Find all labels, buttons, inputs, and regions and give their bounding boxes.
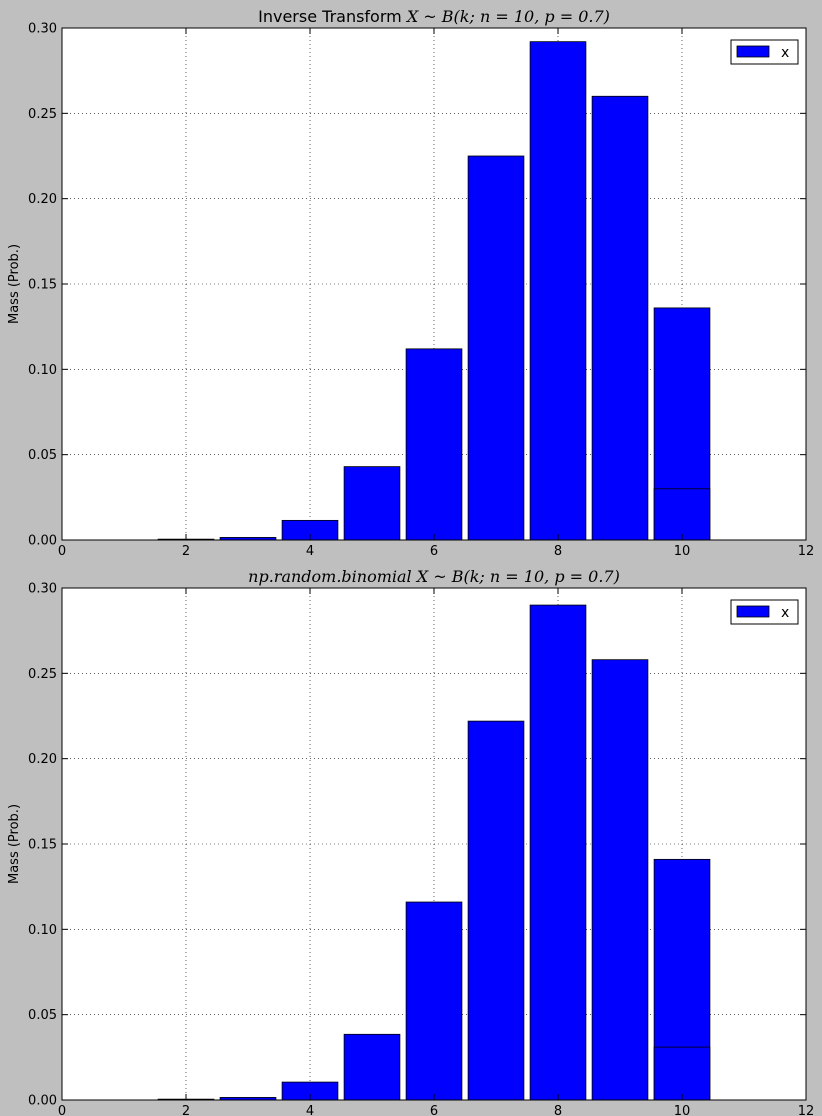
- bar: [591, 95, 649, 541]
- bar: [343, 466, 401, 541]
- x-tick-label: 2: [182, 1104, 190, 1116]
- y-axis-label: Mass (Prob.): [7, 804, 22, 884]
- subplot-np-random-binomial: 0 2 4 6 8 10 12 0.00 0.05 0.10 0.15 0.20 0.25 0.30 Mas…: [7, 567, 814, 1116]
- y-tick-label: 0.25: [28, 667, 57, 682]
- x-tick-label: 12: [798, 1104, 815, 1116]
- y-tick-label: 0.00: [28, 534, 57, 549]
- chart-title: np.random.binomial X ~ B(k; n = 10, p = …: [248, 567, 620, 586]
- chart-title-text: Inverse Transform: [258, 7, 407, 26]
- bar: [405, 348, 463, 541]
- y-tick-label: 0.25: [28, 107, 57, 122]
- chart-title: Inverse Transform X ~ B(k; n = 10, p = 0…: [258, 7, 610, 26]
- y-tick-label: 0.15: [28, 278, 57, 293]
- x-tick-label: 8: [554, 1104, 562, 1116]
- chart-title-text: np.random.binomial: [248, 567, 417, 586]
- y-tick-label: 0.10: [28, 923, 57, 938]
- bar: [405, 901, 463, 1101]
- bar: [529, 604, 587, 1101]
- chart-title-math: X ~ B(k; n = 10, p = 0.7): [405, 7, 610, 26]
- y-tick-label: 0.00: [28, 1094, 57, 1109]
- x-tick-label: 10: [674, 544, 691, 559]
- y-tick-label: 0.30: [28, 582, 57, 597]
- bar: [653, 488, 711, 541]
- x-tick-label: 2: [182, 544, 190, 559]
- x-tick-label: 0: [58, 1104, 66, 1116]
- x-tick-label: 0: [58, 544, 66, 559]
- bar: [467, 720, 525, 1101]
- bar: [529, 41, 587, 541]
- y-tick-label: 0.10: [28, 363, 57, 378]
- x-tick-label: 6: [430, 544, 438, 559]
- legend-label: x: [781, 605, 789, 621]
- legend-swatch: [736, 605, 770, 618]
- y-tick-label: 0.15: [28, 838, 57, 853]
- x-tick-label: 4: [306, 1104, 314, 1116]
- y-axis-label: Mass (Prob.): [7, 244, 22, 324]
- y-tick-label: 0.30: [28, 22, 57, 37]
- y-tick-label: 0.05: [28, 448, 57, 463]
- chart-title-math: X ~ B(k; n = 10, p = 0.7): [415, 567, 620, 586]
- bar: [467, 155, 525, 541]
- bar: [591, 659, 649, 1101]
- bar: [343, 1033, 401, 1101]
- x-tick-label: 6: [430, 1104, 438, 1116]
- x-tick-label: 4: [306, 544, 314, 559]
- bar: [653, 1046, 711, 1101]
- y-tick-label: 0.20: [28, 192, 57, 207]
- x-tick-label: 12: [798, 544, 815, 559]
- x-tick-label: 8: [554, 544, 562, 559]
- legend-swatch: [736, 45, 770, 58]
- x-tick-label: 10: [674, 1104, 691, 1116]
- legend-label: x: [781, 45, 789, 61]
- subplot-inverse-transform: 0 2 4 6 8 10 12 0.00 0.05 0.10 0.15 0.20 0.25 0.30 Mas…: [7, 7, 814, 559]
- y-tick-label: 0.20: [28, 752, 57, 767]
- y-tick-label: 0.05: [28, 1008, 57, 1023]
